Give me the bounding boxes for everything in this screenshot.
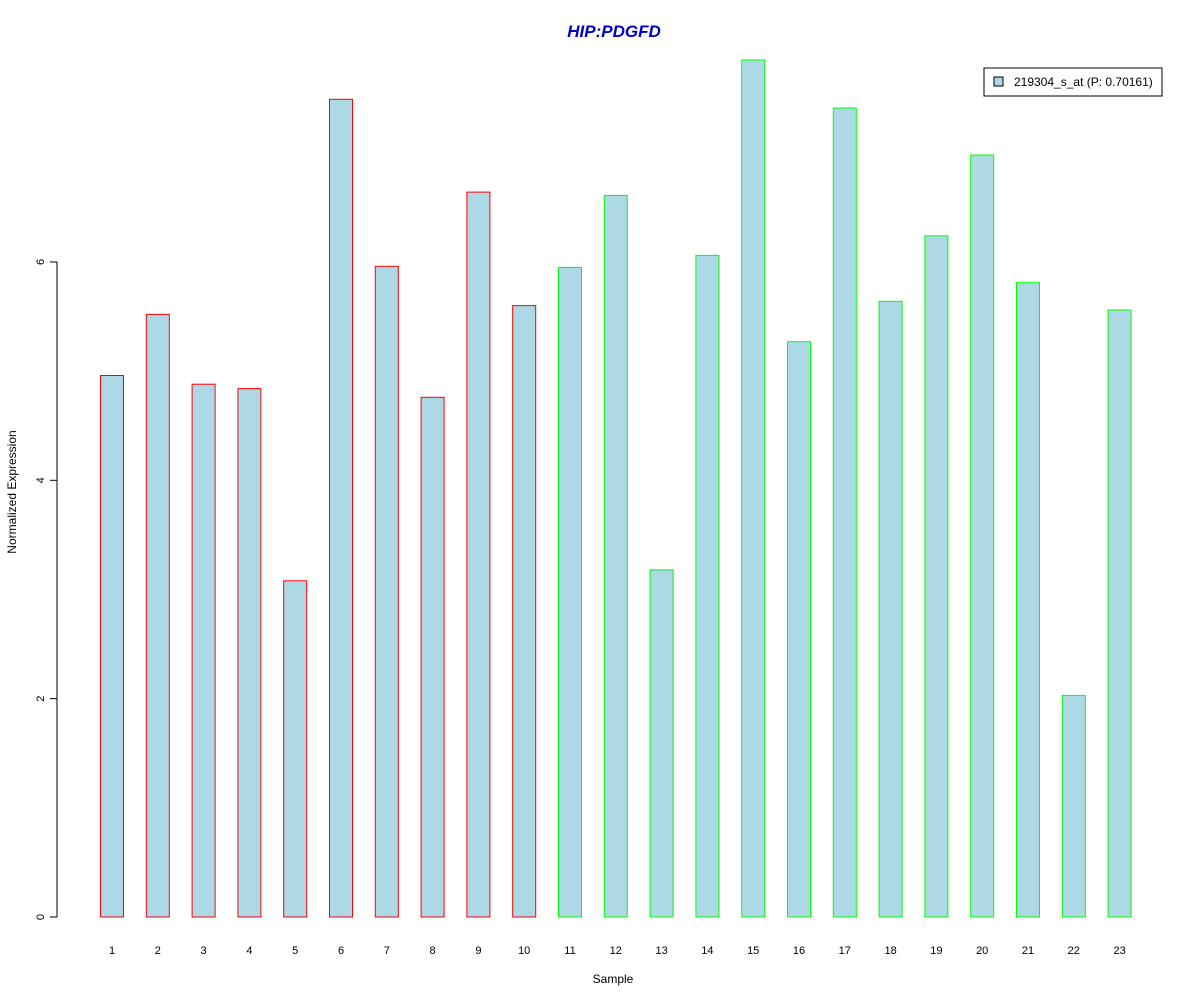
- bar-sample-5: [283, 580, 308, 918]
- x-tick-label: 22: [1068, 945, 1080, 957]
- x-tick-label: 2: [155, 945, 161, 957]
- legend: 219304_s_at (P: 0.70161): [983, 67, 1163, 97]
- x-tick-label: 10: [518, 945, 530, 957]
- bar-sample-10: [512, 305, 537, 918]
- y-axis: 0 2 4 6: [35, 259, 58, 920]
- x-tick-label: 5: [292, 945, 298, 957]
- bar-sample-6: [329, 98, 353, 918]
- bar-sample-4: [237, 388, 262, 918]
- y-tick-label: 4: [35, 477, 47, 483]
- x-tick-label: 7: [384, 945, 390, 957]
- bar-sample-13: [649, 569, 674, 918]
- x-tick-label: 15: [747, 945, 759, 957]
- x-tick-label: 3: [201, 945, 207, 957]
- bar-sample-18: [878, 300, 903, 918]
- bar-sample-15: [741, 59, 766, 918]
- legend-box: [983, 67, 1163, 97]
- legend-label: 219304_s_at (P: 0.70161): [1014, 75, 1153, 89]
- bar-sample-11: [558, 266, 582, 918]
- y-tick-label: 2: [35, 696, 47, 702]
- x-tick-label: 14: [701, 945, 713, 957]
- bar-sample-17: [832, 107, 857, 918]
- x-tick-label: 16: [793, 945, 805, 957]
- x-tick-label: 12: [610, 945, 622, 957]
- legend-swatch: [993, 76, 1004, 87]
- x-tick-label: 8: [430, 945, 436, 957]
- bar-sample-1: [100, 375, 124, 918]
- x-tick-label: 9: [475, 945, 481, 957]
- y-tick-label: 6: [35, 259, 47, 265]
- x-tick-label: 13: [655, 945, 667, 957]
- x-tick-label: 23: [1113, 945, 1125, 957]
- x-tick-label: 6: [338, 945, 344, 957]
- x-tick-label: 4: [246, 945, 252, 957]
- bar-sample-8: [420, 396, 445, 918]
- x-tick-label: 19: [930, 945, 942, 957]
- x-tick-label: 11: [564, 945, 575, 957]
- x-tick-label: 20: [976, 945, 988, 957]
- bar-sample-21: [1016, 282, 1040, 918]
- x-tick-label: 17: [839, 945, 851, 957]
- bars-group: [100, 59, 1132, 918]
- x-tick-label: 21: [1022, 945, 1034, 957]
- bar-sample-23: [1107, 309, 1132, 918]
- x-tick-labels: 1 2 3 4 5 6 7 8 9 10 11 12 13 14 15 16 17 18 19 20 21 22 23: [109, 945, 1126, 957]
- bar-sample-22: [1061, 694, 1086, 918]
- chart-title: HIP:PDGFD: [567, 22, 661, 41]
- bar-sample-19: [924, 235, 949, 918]
- x-axis-label: Sample: [593, 972, 634, 986]
- bar-sample-9: [466, 191, 491, 918]
- x-tick-label: 18: [884, 945, 896, 957]
- x-tick-label: 1: [109, 945, 115, 957]
- bar-sample-20: [970, 154, 995, 918]
- bar-sample-16: [787, 341, 811, 918]
- bar-sample-12: [603, 194, 628, 918]
- bar-sample-7: [374, 265, 399, 918]
- y-axis-label: Normalized Expression: [5, 430, 19, 553]
- bar-sample-2: [145, 313, 170, 918]
- bar-sample-14: [695, 254, 720, 918]
- y-tick-label: 0: [35, 914, 47, 920]
- bar-sample-3: [191, 383, 216, 918]
